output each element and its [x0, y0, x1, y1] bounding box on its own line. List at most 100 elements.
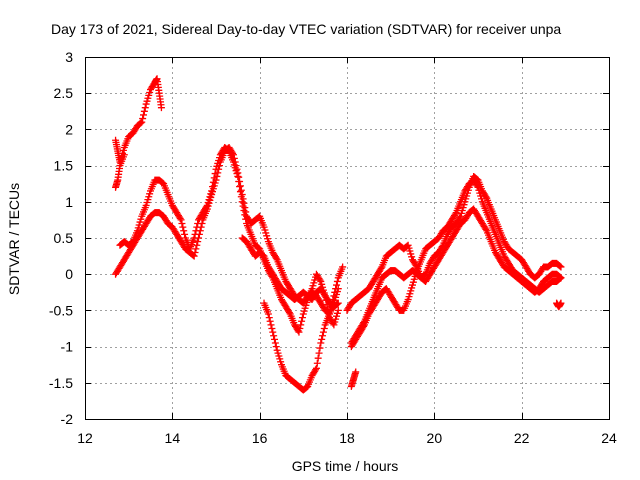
data-point-marker — [180, 227, 188, 235]
data-point-marker — [333, 281, 341, 289]
data-point-marker — [270, 332, 278, 340]
data-point-marker — [229, 151, 237, 159]
data-point-marker — [312, 366, 320, 374]
data-point-marker — [236, 178, 244, 186]
x-tick-label: 22 — [514, 430, 530, 446]
data-point-marker — [120, 151, 128, 159]
data-point-marker — [178, 220, 186, 228]
data-point-marker — [177, 216, 185, 224]
y-tick-label: 1 — [65, 194, 73, 210]
x-tick-label: 18 — [339, 430, 355, 446]
data-point-marker — [557, 274, 565, 282]
data-point-marker — [242, 208, 250, 216]
data-point-marker — [215, 162, 223, 170]
data-series — [347, 172, 565, 347]
data-point-marker — [212, 176, 220, 184]
data-point-marker — [141, 104, 149, 112]
data-series — [116, 144, 342, 336]
data-point-marker — [231, 158, 239, 166]
data-point-marker — [235, 173, 243, 181]
y-tick-label: 2.5 — [54, 85, 74, 101]
data-point-marker — [272, 254, 280, 262]
data-point-marker — [333, 300, 341, 308]
data-point-marker — [197, 223, 205, 231]
data-point-marker — [327, 303, 335, 311]
data-point-marker — [326, 310, 334, 318]
data-point-marker — [352, 368, 360, 376]
data-point-marker — [482, 193, 490, 201]
data-point-marker — [140, 107, 148, 115]
data-point-marker — [330, 292, 338, 300]
data-point-marker — [269, 328, 277, 336]
axis-ticks — [85, 57, 610, 420]
data-point-marker — [272, 343, 280, 351]
data-point-marker — [317, 339, 325, 347]
chart-title: Day 173 of 2021, Sidereal Day-to-day VTE… — [51, 21, 561, 37]
data-point-marker — [214, 169, 222, 177]
data-point-marker — [320, 325, 328, 332]
data-series — [347, 368, 360, 390]
data-point-marker — [328, 299, 336, 307]
data-point-marker — [333, 277, 341, 285]
y-tick-label: -1 — [61, 339, 74, 355]
x-axis-label: GPS time / hours — [292, 458, 399, 474]
data-point-marker — [314, 354, 322, 362]
data-point-marker — [334, 299, 342, 307]
data-point-marker — [316, 276, 324, 284]
data-points — [112, 75, 565, 394]
data-series — [112, 75, 165, 166]
data-point-marker — [137, 119, 145, 127]
data-point-marker — [482, 225, 490, 233]
data-point-marker — [181, 230, 189, 238]
data-point-marker — [556, 275, 564, 283]
data-point-marker — [234, 169, 242, 177]
data-point-marker — [139, 115, 147, 123]
data-point-marker — [557, 299, 565, 307]
data-point-marker — [360, 322, 368, 330]
data-series — [553, 299, 565, 311]
data-point-marker — [239, 195, 247, 203]
data-point-marker — [326, 306, 334, 314]
data-point-marker — [285, 309, 293, 317]
y-tick-label: 0.5 — [54, 230, 74, 246]
y-tick-label: -2 — [61, 411, 74, 427]
data-point-marker — [332, 285, 340, 293]
x-tick-label: 16 — [252, 430, 268, 446]
y-tick-label: -0.5 — [49, 302, 73, 318]
data-point-marker — [451, 210, 459, 218]
data-point-marker — [312, 364, 320, 372]
data-point-marker — [179, 223, 187, 231]
x-tick-label: 14 — [165, 430, 181, 446]
data-point-marker — [297, 321, 305, 329]
data-point-marker — [237, 186, 245, 194]
data-point-marker — [236, 182, 244, 190]
data-point-marker — [196, 227, 204, 235]
data-point-marker — [264, 310, 272, 318]
data-point-marker — [190, 252, 198, 260]
y-tick-label: 1.5 — [54, 158, 74, 174]
y-axis-label: SDTVAR / TECUs — [6, 183, 22, 295]
data-point-marker — [319, 332, 327, 340]
data-point-marker — [192, 245, 200, 253]
data-point-marker — [194, 238, 202, 246]
data-point-marker — [233, 165, 241, 173]
data-point-marker — [232, 162, 240, 170]
data-point-marker — [271, 335, 279, 343]
y-tick-label: 3 — [65, 49, 73, 65]
data-point-marker — [318, 335, 326, 343]
data-point-marker — [198, 220, 206, 228]
data-point-marker — [298, 317, 306, 325]
data-point-marker — [473, 182, 481, 190]
x-tick-label: 12 — [77, 430, 93, 446]
data-point-marker — [295, 328, 303, 336]
data-point-marker — [268, 325, 276, 332]
x-tick-label: 24 — [601, 430, 617, 446]
data-point-marker — [298, 314, 306, 322]
data-point-marker — [265, 314, 273, 322]
data-point-marker — [334, 306, 342, 314]
y-tick-label: 0 — [65, 266, 73, 282]
data-point-marker — [138, 118, 146, 126]
data-point-marker — [329, 296, 337, 304]
data-point-marker — [229, 149, 237, 157]
data-point-marker — [557, 263, 565, 271]
